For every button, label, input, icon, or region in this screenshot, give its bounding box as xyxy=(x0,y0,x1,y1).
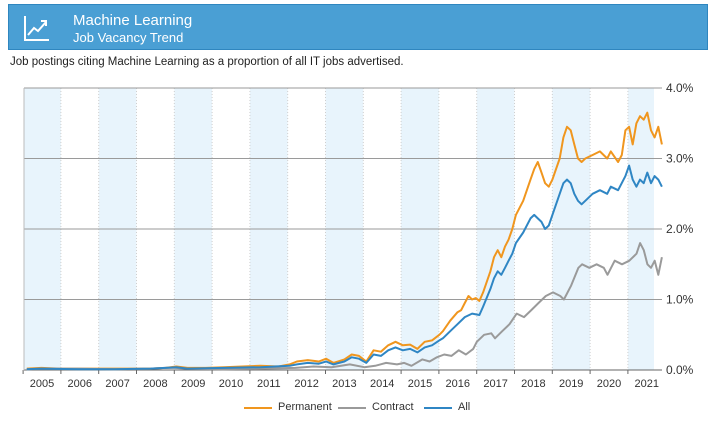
series-line-all xyxy=(26,164,663,371)
y-tick-label: 1.0% xyxy=(666,293,694,307)
legend-label-contract: Contract xyxy=(372,401,414,413)
y-tick-label: 3.0% xyxy=(666,152,694,166)
x-tick-label: 2021 xyxy=(635,378,659,390)
x-tick-label: 2012 xyxy=(294,378,318,390)
x-tick-label: 2017 xyxy=(483,378,507,390)
x-tick-label: 2006 xyxy=(68,378,92,390)
x-tick-label: 2018 xyxy=(521,378,545,390)
x-tick-label: 2010 xyxy=(219,378,243,390)
legend-swatch-all xyxy=(424,407,452,409)
chart-title: Machine Learning xyxy=(73,12,193,29)
trend-chart-icon xyxy=(24,16,49,41)
chart-caption: Job postings citing Machine Learning as … xyxy=(10,56,404,68)
chart-header: Machine Learning Job Vacancy Trend xyxy=(8,4,708,50)
x-tick-label: 2007 xyxy=(105,378,129,390)
y-tick-label: 2.0% xyxy=(666,222,694,236)
x-tick-label: 2005 xyxy=(30,378,54,390)
chart-legend: Permanent Contract All xyxy=(0,397,720,419)
y-tick-label: 4.0% xyxy=(666,81,694,95)
legend-swatch-permanent xyxy=(244,407,272,409)
legend-label-all: All xyxy=(458,401,471,413)
x-tick-label: 2015 xyxy=(408,378,432,390)
trend-line-chart: 0.0% 1.0% 2.0% 3.0% 4.0% 2005 2006 2007 2008 2009… xyxy=(22,81,694,390)
x-tick-label: 2020 xyxy=(597,378,621,390)
series-line-contract xyxy=(26,242,663,371)
x-tick-label: 2014 xyxy=(370,378,394,390)
legend-label-permanent: Permanent xyxy=(278,401,332,413)
x-tick-label: 2011 xyxy=(257,378,281,390)
chart-subtitle: Job Vacancy Trend xyxy=(73,30,184,45)
y-tick-label: 0.0% xyxy=(666,363,694,377)
x-tick-label: 2019 xyxy=(559,378,583,390)
x-tick-label: 2009 xyxy=(181,378,205,390)
x-tick-label: 2008 xyxy=(143,378,167,390)
legend-swatch-contract xyxy=(338,407,366,409)
x-tick-label: 2016 xyxy=(446,378,470,390)
x-tick-label: 2013 xyxy=(332,378,356,390)
